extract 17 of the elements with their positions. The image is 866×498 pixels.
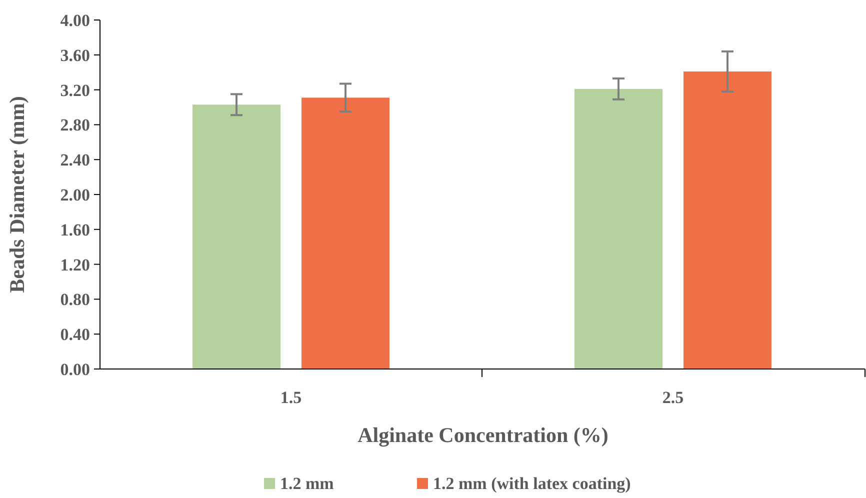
legend-label: 1.2 mm <box>280 474 334 493</box>
y-tick-label: 2.40 <box>60 150 90 170</box>
x-tick-label: 1.5 <box>280 388 302 407</box>
y-axis-title: Beads Diameter (mm) <box>5 96 29 293</box>
y-tick-label: 3.60 <box>60 46 90 65</box>
y-tick-label: 1.20 <box>60 255 90 274</box>
y-tick-label: 4.00 <box>60 10 90 30</box>
y-tick-label: 3.20 <box>60 80 90 100</box>
x-axis-title: Alginate Concentration (%) <box>358 423 608 447</box>
y-tick-label: 2.00 <box>60 185 90 204</box>
y-tick-label: 0.00 <box>60 360 90 379</box>
legend-label: 1.2 mm (with latex coating) <box>433 474 631 493</box>
y-tick-label: 0.80 <box>60 290 90 310</box>
x-tick-label: 2.5 <box>662 388 684 407</box>
y-tick-label: 2.80 <box>60 116 90 135</box>
y-tick-label: 0.40 <box>60 325 90 344</box>
y-tick-label: 1.60 <box>60 220 90 240</box>
